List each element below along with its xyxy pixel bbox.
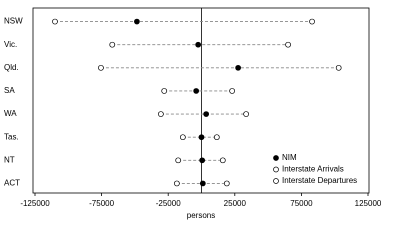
x-tick-label: -25000 <box>156 199 181 208</box>
y-tick-label: WA <box>4 109 17 118</box>
dot <box>195 41 202 48</box>
y-tick-label: SA <box>4 86 15 95</box>
legend-label: Interstate Departures <box>282 176 357 185</box>
legend-marker <box>273 155 279 161</box>
dot <box>161 88 168 94</box>
dot <box>335 64 342 71</box>
x-tick-label: 125000 <box>355 199 382 208</box>
dot <box>223 180 230 187</box>
dot <box>285 41 291 48</box>
y-tick-label: NT <box>4 155 15 164</box>
y-tick-label: ACT <box>4 179 20 188</box>
legend-label: NIM <box>282 153 297 162</box>
dot <box>219 157 226 164</box>
y-tick-label: Tas. <box>4 132 19 141</box>
dot <box>229 88 235 94</box>
legend-marker <box>273 178 279 184</box>
dot <box>213 134 220 141</box>
legend-label: Interstate Arrivals <box>282 165 344 174</box>
dot <box>174 180 180 187</box>
dot <box>235 64 241 71</box>
plot-frame <box>32 7 370 194</box>
x-tick-label: -75000 <box>89 199 114 208</box>
dot <box>199 180 206 187</box>
dot <box>52 18 58 25</box>
dot <box>180 134 186 141</box>
dot <box>243 111 249 117</box>
x-tick-label: 25000 <box>224 199 247 208</box>
y-tick-label: Qld. <box>4 63 19 72</box>
dot <box>199 157 206 164</box>
dot <box>158 111 164 117</box>
dot <box>134 18 140 25</box>
dot <box>203 111 210 117</box>
dot <box>98 64 104 71</box>
dot <box>175 157 182 164</box>
x-axis-label: persons <box>187 211 215 220</box>
dot <box>193 88 200 94</box>
chart: persons -125000 -75000 -25000 25000 75000 125… <box>4 7 382 220</box>
x-tick-label: 75000 <box>290 199 313 208</box>
x-tick-label: -125000 <box>20 199 50 208</box>
legend-marker <box>273 166 279 173</box>
dot <box>309 18 315 25</box>
y-tick-label: NSW <box>4 17 23 26</box>
dot <box>109 41 116 48</box>
dot <box>198 134 205 141</box>
y-tick-label: Vic. <box>4 40 17 49</box>
